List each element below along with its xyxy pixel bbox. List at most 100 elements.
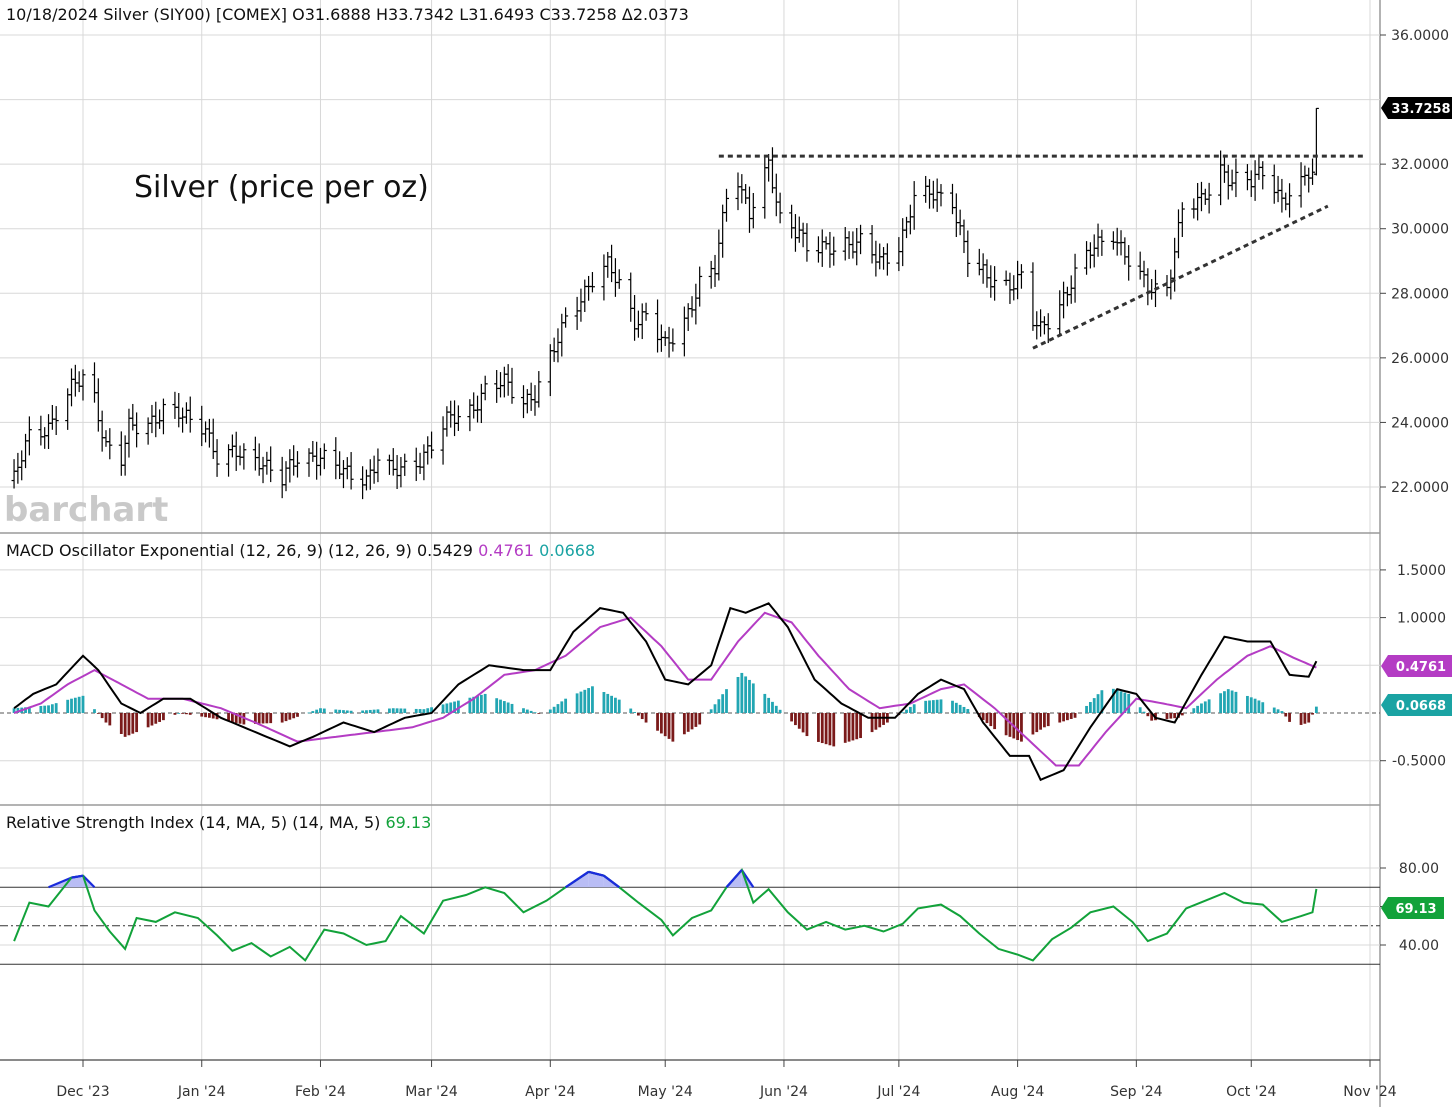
macd-histogram-bar	[47, 705, 50, 713]
macd-histogram-bar	[908, 706, 912, 713]
macd-histogram-bar	[1257, 700, 1261, 713]
macd-histogram-bar	[230, 713, 234, 723]
macd-histogram-bar	[855, 713, 859, 740]
macd-histogram-bar	[1173, 713, 1177, 719]
macd-histogram-bar	[349, 710, 353, 713]
macd-histogram-bar	[951, 700, 954, 713]
macd-histogram-bar	[1253, 698, 1257, 713]
macd-histogram-bar	[725, 689, 728, 713]
macd-histogram-bar	[154, 713, 158, 724]
macd-histogram-bar	[185, 713, 188, 715]
macd-histogram-bar	[322, 708, 326, 713]
macd-histogram-bar	[778, 709, 782, 713]
macd-histogram-bar	[828, 713, 832, 746]
macd-histogram-bar	[104, 713, 108, 723]
macd-histogram-bar	[771, 701, 774, 713]
macd-histogram-bar	[522, 708, 525, 713]
macd-histogram-bar	[744, 676, 748, 713]
macd-histogram-bar	[449, 702, 453, 713]
price-tick-label: 22.0000	[1391, 480, 1449, 496]
macd-histogram-bar	[552, 706, 556, 713]
macd-histogram-bar	[418, 709, 422, 713]
macd-histogram-bar	[748, 679, 751, 713]
macd-histogram-bar	[211, 713, 215, 719]
macd-histogram-bar	[81, 695, 85, 713]
price-tick-label: 24.0000	[1391, 415, 1449, 431]
macd-histogram-bar	[150, 713, 154, 726]
macd-histogram-bar	[1219, 693, 1223, 713]
macd-histogram-bar	[1142, 711, 1146, 713]
macd-histogram-bar	[253, 713, 257, 724]
macd-histogram-bar	[1092, 698, 1096, 713]
macd-histogram-bar	[1165, 713, 1169, 719]
macd-histogram-bar	[912, 704, 916, 713]
macd-histogram-bar	[12, 708, 16, 713]
macd-histogram-bar	[591, 686, 594, 713]
macd-histogram-bar	[736, 676, 740, 713]
legend-date: 10/18/2024	[6, 5, 98, 24]
date-axis-label: Mar '24	[405, 1084, 458, 1100]
macd-histogram-bar	[288, 713, 292, 720]
macd-histogram-bar	[135, 713, 139, 733]
macd-histogram-bar	[686, 713, 690, 732]
macd-histogram-bar	[935, 699, 939, 713]
macd-histogram-bar	[70, 698, 73, 713]
rsi-legend-params: (14, MA, 5)	[292, 813, 380, 832]
macd-histogram-bar	[1303, 713, 1307, 724]
date-axis-label: Feb '24	[295, 1084, 346, 1100]
macd-lines	[13, 602, 1318, 782]
macd-histogram-bar	[162, 713, 165, 721]
macd-histogram-bar	[901, 712, 905, 714]
macd-histogram-bar	[307, 712, 311, 714]
rsi-value-badge-text: 69.13	[1395, 902, 1436, 917]
macd-histogram-bar	[422, 709, 426, 713]
macd-histogram-bar	[717, 699, 721, 713]
macd-histogram-bar	[602, 692, 606, 713]
macd-histogram-bar	[671, 713, 675, 742]
macd-tick-label: 1.5000	[1397, 563, 1446, 579]
macd-histogram-bar	[533, 712, 537, 714]
macd-histogram-bar	[905, 709, 908, 713]
macd-histogram-bar	[1200, 703, 1203, 713]
macd-histogram-bar	[1066, 713, 1069, 721]
macd-histogram-bar	[284, 713, 288, 722]
macd-histogram-bar	[1230, 690, 1234, 713]
macd-histogram-bar	[468, 697, 472, 713]
price-axis-ticks: 36.0000 32.0000 30.0000 28.0000 26.0000 24.00…	[1380, 28, 1449, 496]
macd-histogram-bar	[763, 693, 767, 713]
macd-histogram-bar	[1031, 713, 1035, 735]
macd-histogram-bar	[361, 710, 365, 713]
macd-histogram-bar	[188, 713, 192, 715]
macd-histogram-bar	[1226, 689, 1230, 713]
macd-histogram-badge-text: 0.0668	[1396, 699, 1446, 714]
macd-histogram-bar	[472, 696, 476, 713]
rsi-lines	[13, 867, 1318, 962]
macd-histogram-bar	[1223, 691, 1226, 713]
chart-annotation: Silver (price per oz)	[134, 170, 429, 205]
macd-histogram-bar	[817, 713, 820, 742]
macd-histogram-bar	[479, 694, 483, 713]
macd-histogram-bar	[93, 709, 96, 713]
macd-histogram-bar	[108, 713, 112, 726]
rsi-overbought-segment	[48, 876, 72, 889]
macd-histogram-bar	[548, 709, 552, 713]
macd-histogram-bar	[1111, 688, 1115, 713]
date-axis-labels: Dec '23 Jan '24 Feb '24 Mar '24 Apr '24 May '…	[56, 1084, 1396, 1100]
price-trend-lines	[718, 154, 1367, 350]
macd-line	[13, 602, 1318, 782]
macd-histogram-bar	[663, 713, 667, 737]
macd-histogram-bar	[173, 713, 177, 715]
price-tick-label: 30.0000	[1391, 222, 1449, 238]
macd-histogram-bar	[445, 703, 449, 713]
macd-histogram-bar	[395, 708, 399, 713]
macd-legend-signal: 0.4761	[478, 541, 534, 560]
legend-symbol: Silver (SIY00) [COMEX]	[103, 5, 287, 24]
legend-high: H33.7342	[376, 5, 454, 24]
macd-histogram-bar	[832, 713, 836, 747]
macd-histogram-bar	[334, 709, 338, 713]
macd-histogram-bar	[1085, 705, 1088, 713]
macd-histogram-bar	[50, 704, 54, 713]
macd-legend-histogram: 0.0668	[539, 541, 595, 560]
macd-histogram-bar	[1069, 713, 1073, 719]
